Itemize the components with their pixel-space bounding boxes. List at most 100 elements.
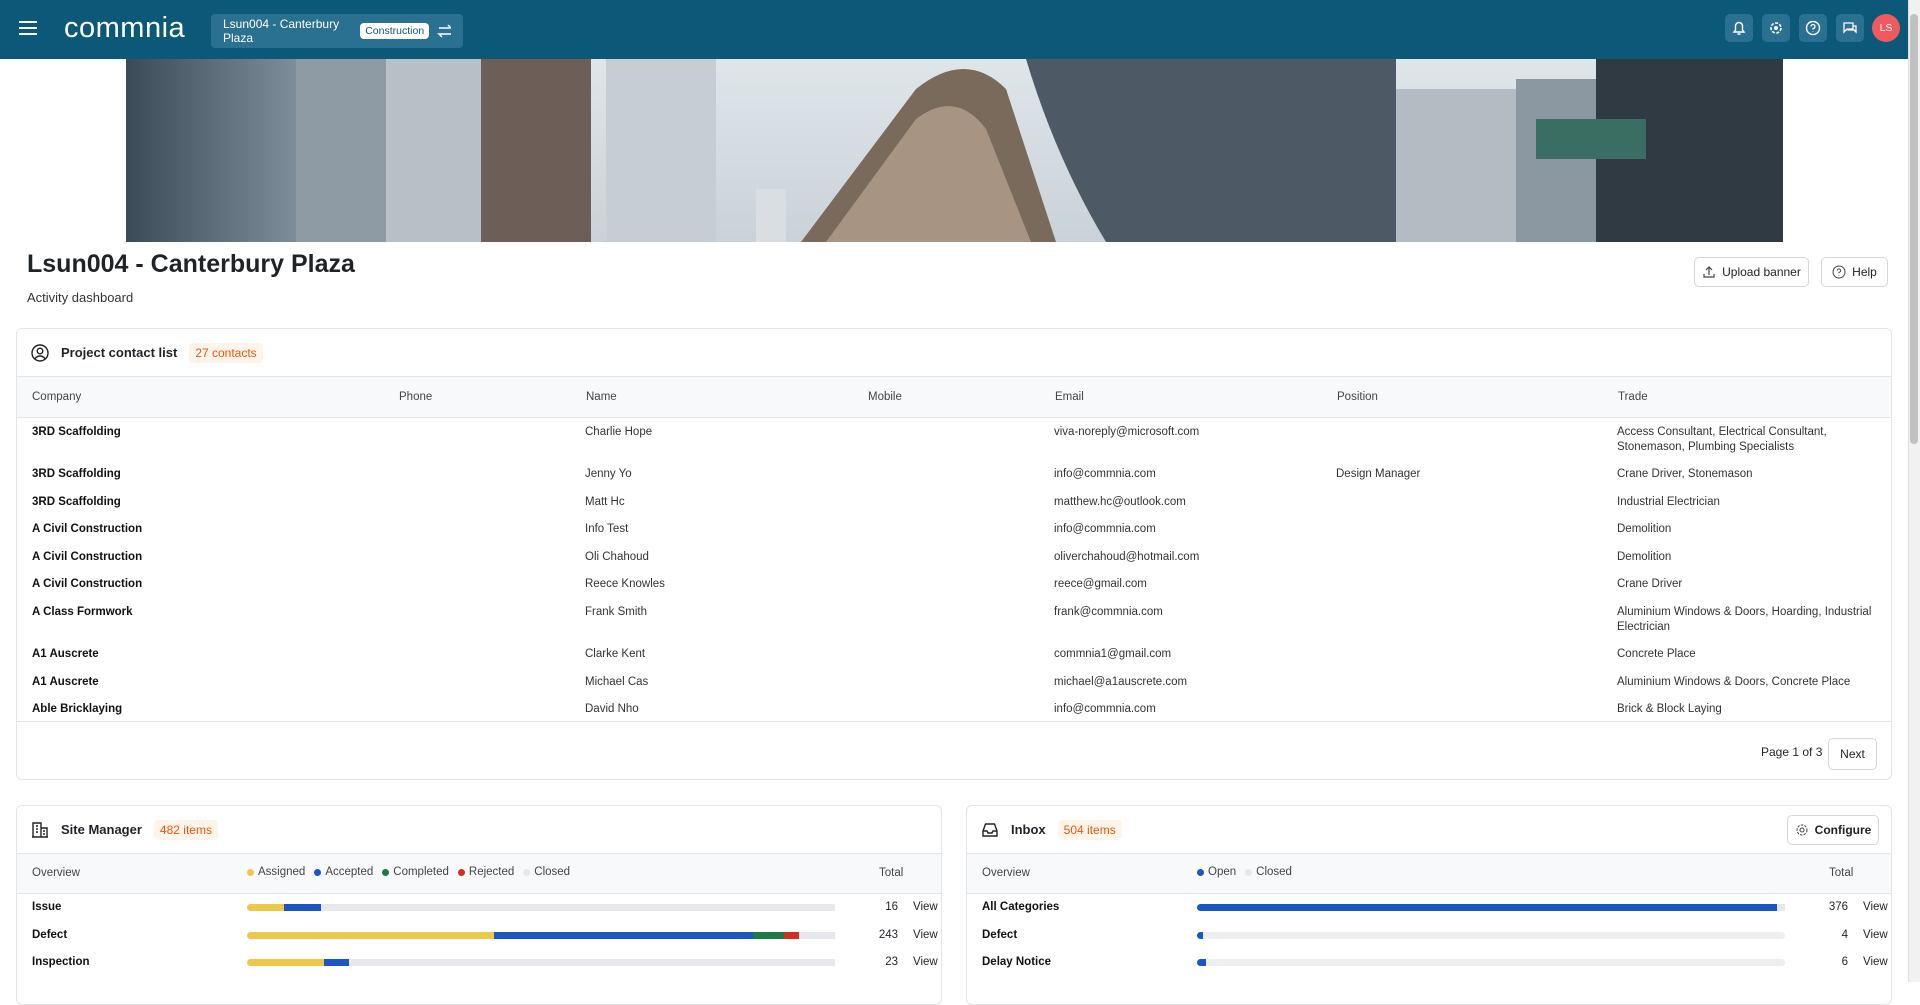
bar-track [1197,959,1785,966]
scrollbar-thumb[interactable] [1910,14,1918,444]
pagination-text: Page 1 of 3 [1761,745,1823,759]
bar-segment [1197,959,1207,966]
menu-icon[interactable] [18,20,38,36]
table-cell: Crane Driver [1617,578,1683,590]
next-button[interactable]: Next [1828,738,1877,770]
table-cell: Crane Driver, Stonemason [1617,468,1753,480]
table-body: 3RD Scaffolding Charlie Hope viva-noreply@… [17,417,1891,723]
contact-row: 3RD Scaffolding Matt Hc matthew.hc@outlook… [17,488,1891,516]
row-total: 23 [885,956,898,968]
project-name: Lsun004 - Canterbury Plaza [223,17,340,45]
column-header: Position [1336,377,1617,418]
table-header: Company Phone Name Mobile Email Position Trade [17,377,1891,418]
view-link[interactable]: View [913,928,938,941]
chat-button[interactable] [1836,14,1864,42]
contact-row: 3RD Scaffolding Charlie Hope viva-noreply@… [17,417,1891,460]
table-cell: A Civil Construction [32,550,143,563]
notifications-button[interactable] [1725,14,1753,42]
view-link[interactable]: View [913,901,938,913]
overview-row: Defect 243 View [17,922,941,950]
table-cell: michael@a1auscrete.com [1054,675,1188,688]
table-cell: A1 Auscrete [32,648,99,660]
view-link[interactable]: View [913,956,938,968]
count-badge: 482 items [153,819,218,840]
column-header: Company [17,377,398,418]
settings-button[interactable] [1762,14,1790,42]
legend-label: Accepted [325,866,374,878]
table-cell: Frank Smith [585,605,647,618]
table-cell: Aluminium Windows & Doors, Concrete Plac… [1617,675,1851,688]
bar-segment [1197,931,1204,939]
table-cell: A Civil Construction [32,578,143,590]
count-badge: 504 items [1057,819,1122,840]
table-cell: frank@commnia.com [1054,605,1163,618]
table-cell [1336,598,1617,641]
legend-item: Closed [1245,866,1292,878]
bar-segment [247,959,324,966]
table-cell [1336,515,1617,543]
help-button[interactable] [1799,14,1827,42]
table-cell: Aluminium Windows & Doors, Hoarding, Ind… [1617,605,1872,633]
row-label: Issue [32,901,62,913]
card-title: Site Manager [61,822,142,837]
legend-item: Assigned [247,866,305,878]
card-header: Site Manager 482 items [17,806,941,854]
table-cell: Demolition [1617,550,1672,563]
legend-dot [314,868,322,876]
table-cell: Concrete Place [1617,648,1696,660]
contact-row: A Civil Construction Oli Chahoud olivercha… [17,543,1891,571]
table-cell: A Civil Construction [32,523,143,535]
table-cell: A1 Auscrete [32,675,99,688]
view-link[interactable]: View [1863,928,1888,941]
page-title: Lsun004 - Canterbury Plaza [27,250,355,278]
view-link[interactable]: View [1863,901,1888,913]
bar-segment [323,959,350,966]
row-total: 4 [1841,928,1848,941]
button-label: Upload banner [1722,265,1801,279]
bar-segment [349,959,835,966]
table-cell [1336,695,1617,723]
table-cell [867,570,1054,598]
table-cell [867,417,1054,460]
bar-segment [247,904,284,911]
bar-segment [1197,904,1778,911]
legend-dot [382,868,390,876]
total-header: Total [879,867,904,879]
table-cell: Oli Chahoud [585,550,649,563]
user-avatar[interactable]: LS [1872,14,1900,42]
table-footer [17,721,1891,722]
count-badge: 27 contacts [189,342,263,363]
building-icon [32,821,48,838]
button-label: Help [1852,265,1877,279]
column-header: Mobile [867,377,1054,418]
view-link[interactable]: View [1863,956,1888,968]
contact-table: Company Phone Name Mobile Email Position Trade… [17,377,1891,723]
legend-item: Accepted [314,866,373,878]
row-total: 16 [885,901,898,913]
table-cell: Charlie Hope [585,425,653,438]
table-cell: Michael Cas [585,675,649,688]
legend-label: Rejected [468,866,515,878]
overview-header: Overview Assigned Accepted Completed Rejecte… [17,854,941,894]
row-total: 376 [1828,901,1848,913]
legend-dot [1197,868,1204,876]
legend-item: Closed [523,866,570,878]
project-badge: Construction [360,23,430,39]
table-cell: 3RD Scaffolding [32,495,121,508]
overview-label: Overview [32,867,80,879]
contact-row: A1 Auscrete Clarke Kent commnia1@gmail.com… [17,640,1891,668]
help-page-button[interactable]: Help [1821,257,1888,287]
legend-dot [457,868,465,876]
table-cell [1336,640,1617,668]
table-cell [1336,488,1617,516]
column-header: Name [585,377,867,418]
contact-icon [31,343,49,362]
bar-track [1197,931,1785,939]
configure-button[interactable]: Configure [1787,815,1879,845]
table-cell [867,640,1054,668]
project-switcher[interactable]: Lsun004 - Canterbury Plaza Construction [211,14,463,48]
table-cell [398,570,585,598]
upload-banner-button[interactable]: Upload banner [1694,257,1809,287]
table-cell: 3RD Scaffolding [32,425,121,438]
bar-segment [493,931,753,939]
